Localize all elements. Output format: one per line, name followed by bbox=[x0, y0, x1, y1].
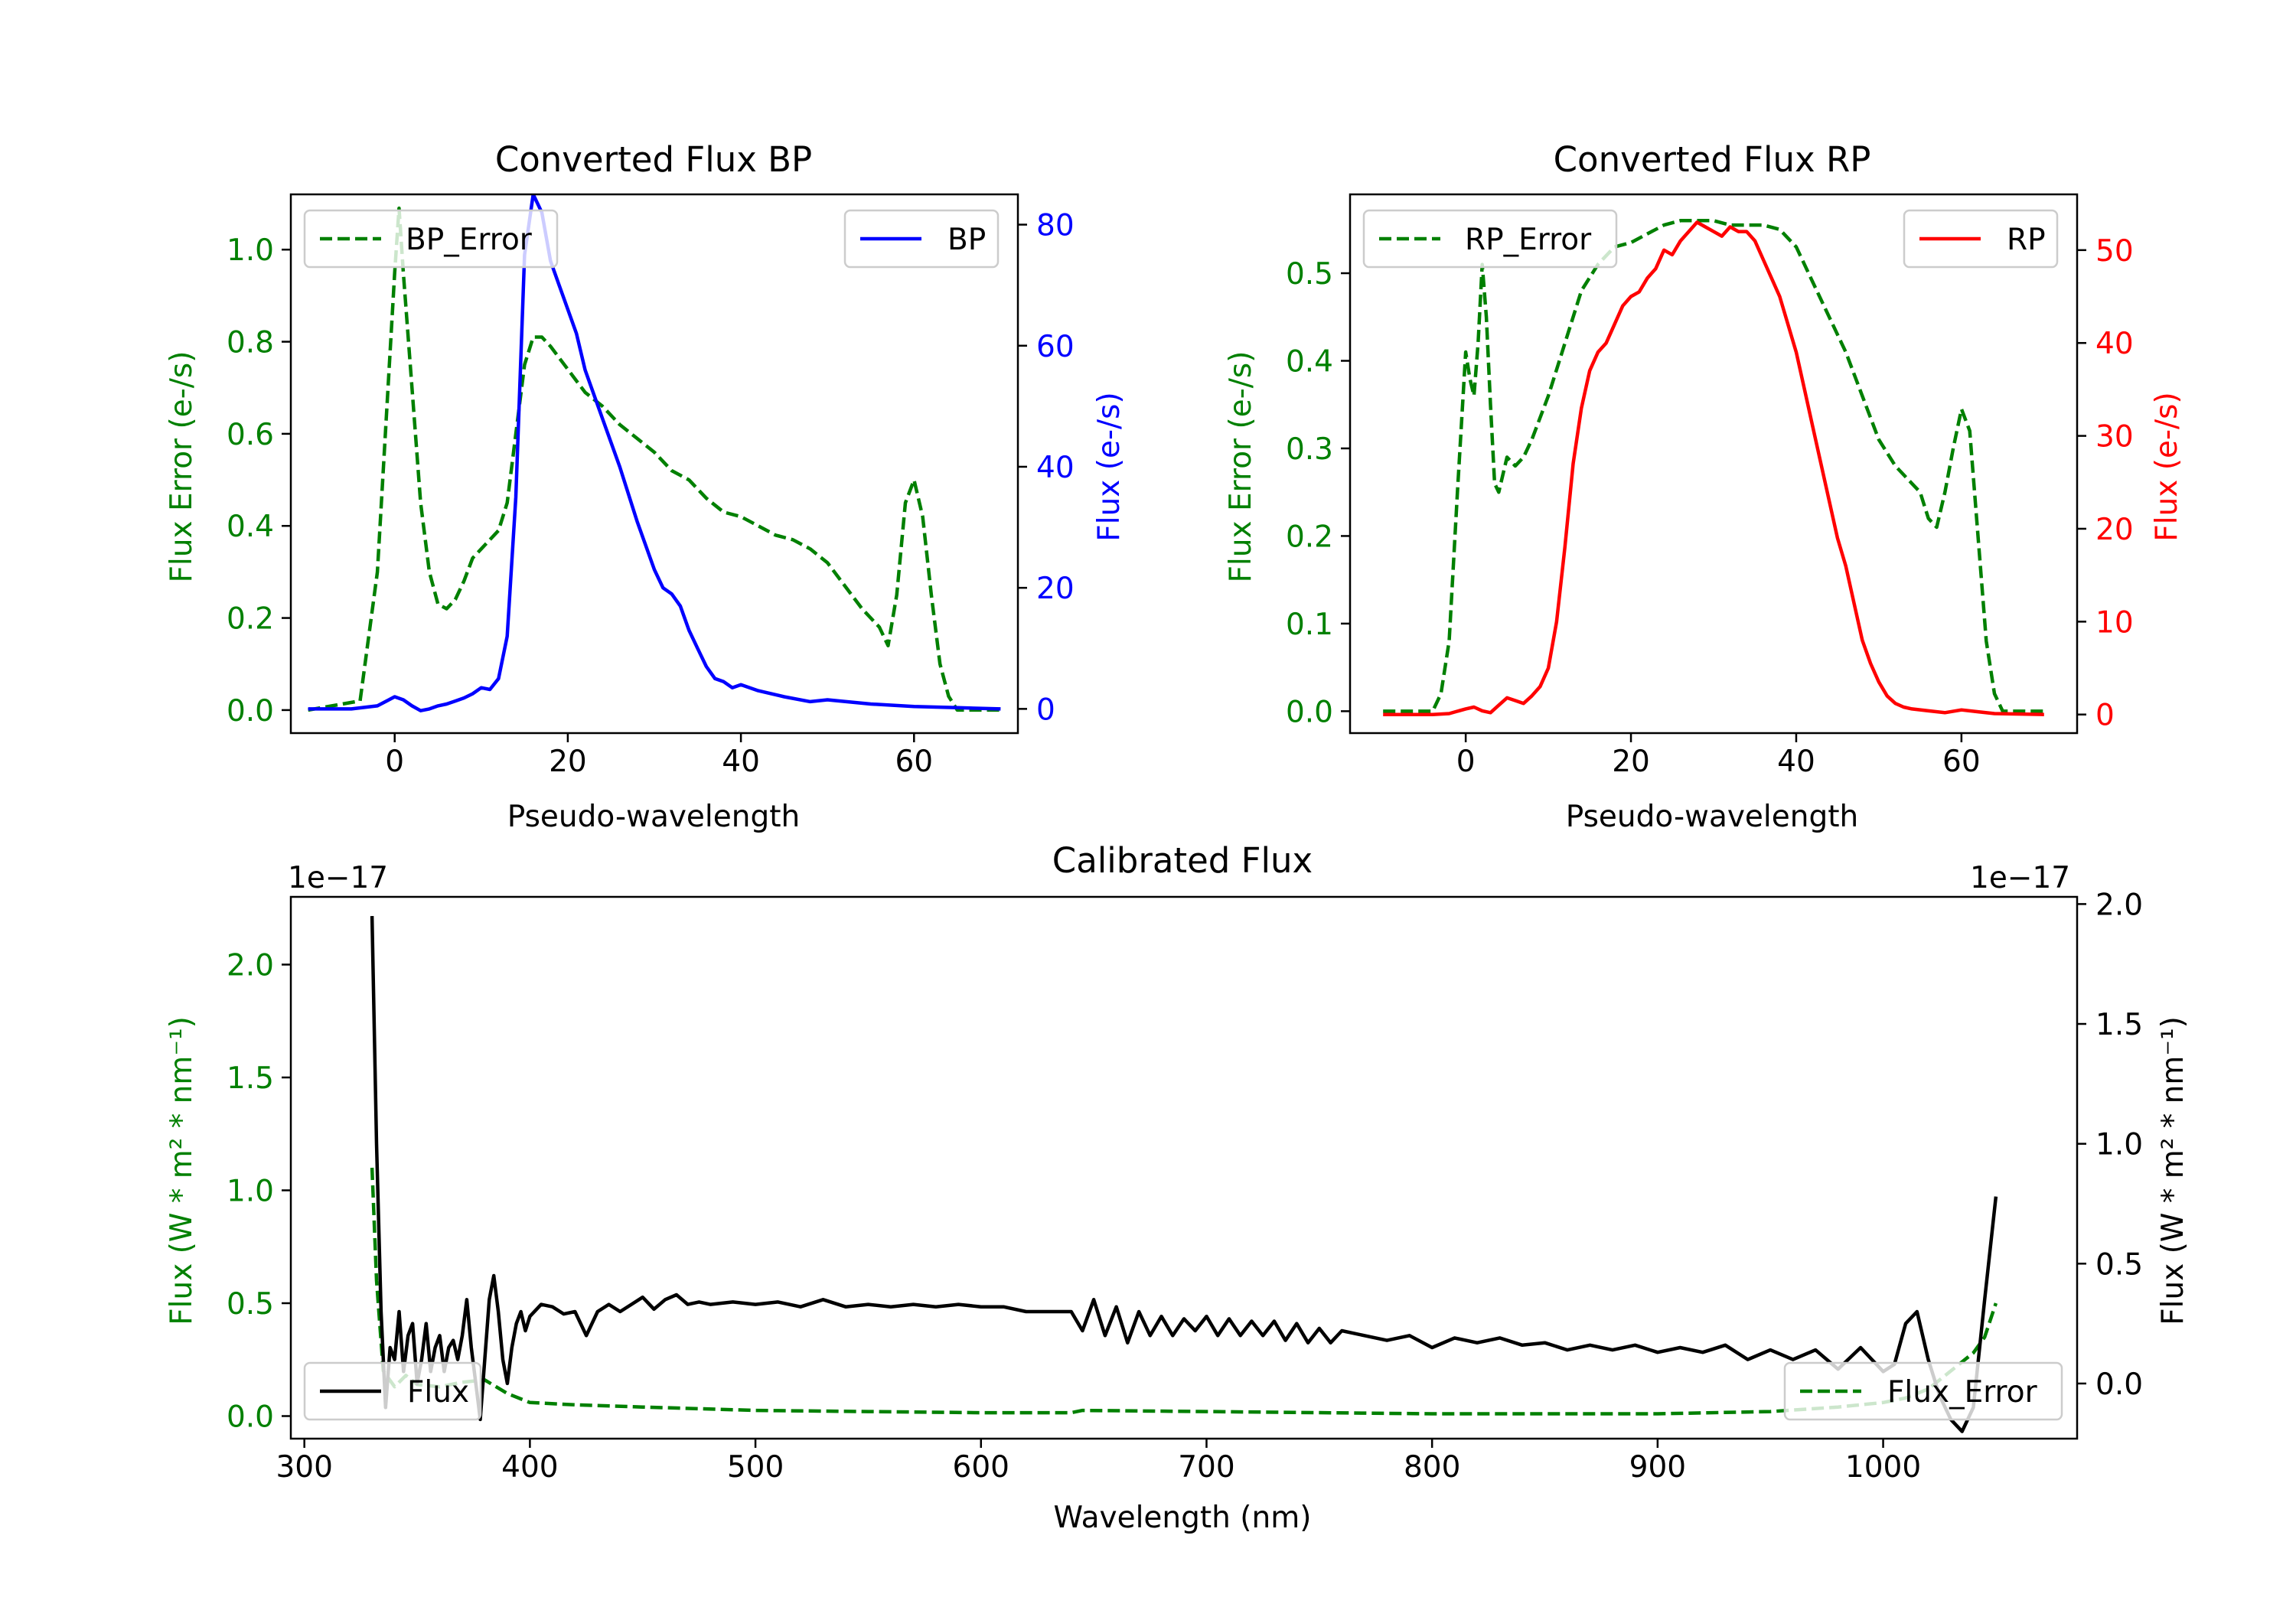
bp-legend-flux: BP bbox=[843, 209, 1000, 269]
bp-ytick-left-label: 0.2 bbox=[227, 602, 274, 637]
bp-legend-error-label: BP_Error bbox=[406, 223, 533, 257]
bp-ytick-left-label: 0.4 bbox=[227, 510, 274, 544]
bp-axes-frame bbox=[289, 193, 1019, 735]
rp-ylabel-left: Flux Error (e-/s) bbox=[1224, 351, 1258, 583]
rp-ytick-left-label: 0.2 bbox=[1286, 520, 1333, 554]
bp-ytick-left-label: 0.8 bbox=[227, 326, 274, 360]
bp-legend-flux-label: BP bbox=[947, 223, 986, 257]
rp-xtick-label: 60 bbox=[1942, 745, 1981, 779]
cal-offset-right: 1e−17 bbox=[1970, 861, 2070, 895]
cal-ytick-left-label: 0.5 bbox=[227, 1287, 274, 1322]
rp-legend-error-box bbox=[1362, 209, 1618, 269]
rp-xtick-label: 40 bbox=[1777, 745, 1815, 779]
bp-ytick-left-label: 0.0 bbox=[227, 694, 274, 729]
cal-ytick-right-label: 2.0 bbox=[2095, 888, 2143, 922]
rp-xtick-label: 20 bbox=[1612, 745, 1650, 779]
cal-legend-error-label: Flux_Error bbox=[1887, 1375, 2038, 1410]
bp-xtick-label: 0 bbox=[385, 745, 404, 779]
cal-offset-left: 1e−17 bbox=[288, 861, 388, 895]
cal-legend-flux: Flux bbox=[303, 1361, 482, 1421]
cal-ytick-left-label: 2.0 bbox=[227, 949, 274, 983]
cal-xlabel: Wavelength (nm) bbox=[1054, 1501, 1312, 1535]
rp-xtick-label: 0 bbox=[1456, 745, 1476, 779]
bp-ytick-left-label: 0.6 bbox=[227, 418, 274, 452]
bp-plot-area: 0 20 40 60 0.0 0.2 0.4 0.6 0.8 1.0 0 20 40 60 80 bbox=[227, 193, 1075, 779]
cal-xtick-label: 400 bbox=[501, 1450, 558, 1485]
cal-ytick-right-label: 0.5 bbox=[2095, 1247, 2143, 1282]
rp-legend-flux: RP bbox=[1903, 209, 2059, 269]
cal-legend-error-box bbox=[1783, 1361, 2063, 1421]
cal-ytick-left-label: 1.0 bbox=[227, 1175, 274, 1209]
cal-legend-flux-label: Flux bbox=[407, 1375, 469, 1410]
bp-xlabel: Pseudo-wavelength bbox=[507, 800, 800, 834]
cal-ytick-right-label: 1.0 bbox=[2095, 1128, 2143, 1162]
cal-legend-flux-box bbox=[303, 1361, 482, 1421]
cal-ylabel-left: Flux (W * m² * nm⁻¹) bbox=[165, 1016, 199, 1325]
bp-title: Converted Flux BP bbox=[495, 139, 812, 180]
bp-ytick-left-label: 1.0 bbox=[227, 233, 274, 268]
cal-ytick-right-label: 1.5 bbox=[2095, 1008, 2143, 1042]
panel-bp: Converted Flux BP 0 20 40 60 0.0 0.2 0.4 0.6 0.8… bbox=[165, 139, 1127, 834]
cal-xtick-label: 1000 bbox=[1845, 1450, 1921, 1485]
cal-ylabel-right: Flux (W * m² * nm⁻¹) bbox=[2156, 1016, 2190, 1325]
bp-xtick-label: 40 bbox=[722, 745, 760, 779]
rp-ytick-left-label: 0.4 bbox=[1286, 344, 1333, 379]
bp-series-bp-error bbox=[308, 206, 1001, 712]
rp-xlabel: Pseudo-wavelength bbox=[1566, 800, 1858, 834]
rp-ytick-right-label: 10 bbox=[2095, 605, 2134, 640]
rp-legend-error-label: RP_Error bbox=[1465, 223, 1592, 257]
cal-ytick-left-label: 1.5 bbox=[227, 1061, 274, 1096]
rp-legend-error: RP_Error bbox=[1362, 209, 1618, 269]
rp-ytick-left-label: 0.5 bbox=[1286, 257, 1333, 292]
bp-ytick-right-label: 60 bbox=[1036, 330, 1075, 364]
bp-series-bp bbox=[308, 194, 1001, 712]
rp-ytick-right-label: 50 bbox=[2095, 234, 2134, 269]
cal-xtick-label: 300 bbox=[276, 1450, 332, 1485]
bp-legend-error: BP_Error bbox=[303, 209, 559, 269]
rp-legend-flux-label: RP bbox=[2007, 223, 2046, 257]
bp-xtick-label: 20 bbox=[549, 745, 587, 779]
cal-xtick-label: 600 bbox=[953, 1450, 1009, 1485]
bp-xtick-label: 60 bbox=[895, 745, 933, 779]
cal-xtick-label: 500 bbox=[727, 1450, 784, 1485]
cal-ytick-left-label: 0.0 bbox=[227, 1400, 274, 1435]
rp-series-rp bbox=[1383, 220, 2044, 716]
bp-ylabel-right: Flux (e-/s) bbox=[1092, 392, 1127, 541]
cal-title: Calibrated Flux bbox=[1052, 840, 1313, 881]
cal-ytick-right-label: 0.0 bbox=[2095, 1367, 2143, 1402]
cal-axes-frame bbox=[289, 895, 2079, 1440]
rp-ytick-left-label: 0.1 bbox=[1286, 608, 1333, 642]
bp-ylabel-left: Flux Error (e-/s) bbox=[165, 351, 199, 583]
cal-legend-error: Flux_Error bbox=[1783, 1361, 2063, 1421]
panel-calibrated: Calibrated Flux 300 400 500 600 700 800 900 100… bbox=[165, 840, 2190, 1535]
rp-ytick-right-label: 20 bbox=[2095, 513, 2134, 547]
rp-ylabel-right: Flux (e-/s) bbox=[2150, 392, 2184, 541]
bp-ytick-right-label: 40 bbox=[1036, 451, 1075, 485]
bp-ytick-right-label: 20 bbox=[1036, 572, 1075, 606]
bp-legend-error-box bbox=[303, 209, 559, 269]
rp-ytick-right-label: 40 bbox=[2095, 327, 2134, 361]
rp-ytick-left-label: 0.3 bbox=[1286, 432, 1333, 467]
rp-axes-frame bbox=[1349, 193, 2079, 735]
bp-ytick-right-label: 0 bbox=[1036, 693, 1055, 727]
cal-xtick-label: 900 bbox=[1629, 1450, 1686, 1485]
rp-series-rp-error bbox=[1383, 219, 2044, 713]
rp-ytick-right-label: 0 bbox=[2095, 699, 2115, 733]
rp-ytick-left-label: 0.0 bbox=[1286, 695, 1333, 729]
bp-ytick-right-label: 80 bbox=[1036, 209, 1075, 243]
rp-plot-area: 0 20 40 60 0.0 0.1 0.2 0.3 0.4 0.5 0 10 20 30 40 50 bbox=[1286, 193, 2134, 779]
cal-xtick-label: 700 bbox=[1178, 1450, 1234, 1485]
cal-xtick-label: 800 bbox=[1404, 1450, 1460, 1485]
rp-title: Converted Flux RP bbox=[1554, 139, 1871, 180]
cal-series-flux bbox=[370, 916, 1998, 1433]
rp-ytick-right-label: 30 bbox=[2095, 420, 2134, 455]
panel-rp: Converted Flux RP 0 20 40 60 0.0 0.1 0.2 0.3 0.4… bbox=[1224, 139, 2184, 834]
